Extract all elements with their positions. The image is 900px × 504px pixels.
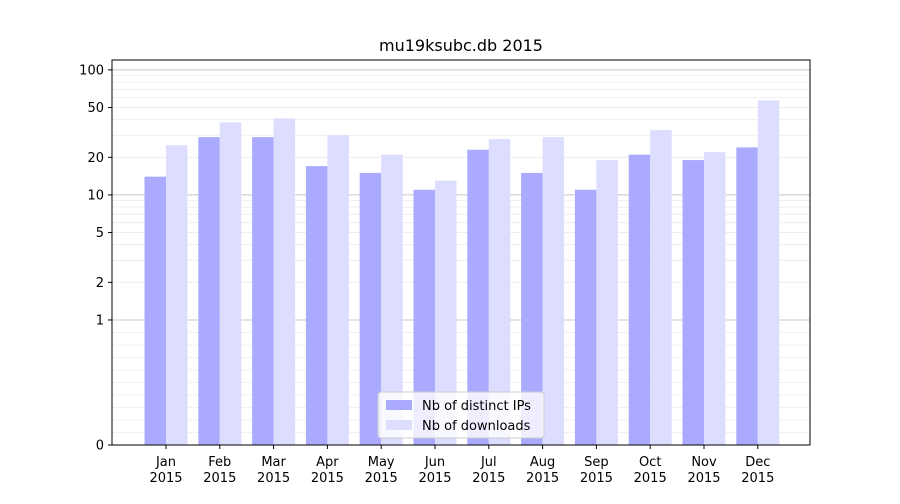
bar (327, 135, 349, 445)
x-tick-label: Apr (316, 455, 339, 470)
bar (488, 139, 511, 445)
bar (252, 137, 274, 445)
x-tick-label: 2015 (472, 471, 505, 486)
x-tick-label: 2015 (365, 471, 398, 486)
chart-title: mu19ksubc.db 2015 (379, 36, 543, 55)
x-tick-label: Sep (584, 455, 609, 470)
x-tick-label: Jul (480, 455, 497, 470)
y-tick-label: 5 (96, 226, 104, 241)
y-tick-label: 10 (87, 188, 104, 203)
x-tick-label: Dec (745, 455, 770, 470)
x-tick-label: Aug (530, 455, 555, 470)
legend-swatch (386, 400, 412, 410)
x-tick-label: 2015 (741, 471, 774, 486)
bar (144, 176, 166, 445)
x-tick-label: 2015 (311, 471, 344, 486)
bar (704, 152, 726, 445)
bar (628, 154, 651, 446)
bar (413, 189, 435, 445)
legend-box (377, 391, 545, 439)
bar (757, 100, 780, 445)
x-tick-label: 2015 (149, 471, 182, 486)
x-tick-label: 2015 (257, 471, 290, 486)
bar (435, 180, 457, 445)
bar (359, 172, 382, 445)
bar (574, 189, 597, 445)
x-tick-label: 2015 (203, 471, 236, 486)
y-tick-label: 1 (96, 313, 104, 328)
bar (736, 147, 758, 446)
y-tick-label: 0 (96, 439, 104, 454)
x-tick-label: Mar (261, 455, 286, 470)
bar (596, 160, 618, 445)
legend-label: Nb of downloads (422, 419, 531, 434)
bar (305, 166, 328, 445)
legend-label: Nb of distinct IPs (422, 399, 531, 414)
y-tick-label: 20 (87, 151, 104, 166)
x-tick-label: Feb (208, 455, 231, 470)
x-tick-label: 2015 (580, 471, 613, 486)
y-tick-label: 2 (96, 276, 104, 291)
bar (542, 137, 565, 445)
x-tick-label: Jun (424, 455, 445, 470)
plot-frame (111, 59, 811, 446)
x-tick-label: Oct (639, 455, 661, 470)
bar (521, 172, 543, 445)
x-tick-label: 2015 (687, 471, 720, 486)
bar (650, 130, 672, 445)
legend-swatch (386, 420, 412, 430)
bar (198, 137, 220, 445)
bar (682, 160, 704, 445)
y-tick-label: 100 (79, 63, 104, 78)
x-tick-label: Jan (155, 455, 176, 470)
x-tick-label: May (368, 455, 395, 470)
x-tick-label: 2015 (634, 471, 667, 486)
x-tick-label: 2015 (526, 471, 559, 486)
x-tick-label: 2015 (418, 471, 451, 486)
bar (219, 122, 242, 445)
x-tick-label: Nov (691, 455, 717, 470)
bar (381, 154, 403, 446)
y-tick-label: 50 (87, 101, 104, 116)
bar (467, 149, 489, 446)
bar (273, 118, 296, 445)
bar (166, 145, 188, 445)
